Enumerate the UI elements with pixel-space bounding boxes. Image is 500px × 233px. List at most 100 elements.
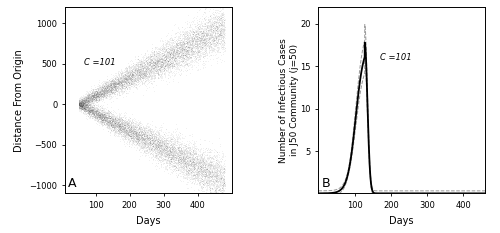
Point <box>144 132 152 135</box>
Point <box>142 89 150 92</box>
Point <box>176 40 184 44</box>
Point <box>214 22 222 26</box>
Point <box>201 34 209 38</box>
Point <box>218 173 226 177</box>
Point <box>103 83 111 87</box>
Point <box>97 93 105 97</box>
Point <box>93 95 101 98</box>
Point <box>133 137 141 140</box>
Point <box>154 139 162 143</box>
Point <box>147 65 155 69</box>
Point <box>116 122 124 125</box>
Point <box>200 157 208 161</box>
Point <box>78 107 86 111</box>
Point <box>201 173 209 177</box>
Point <box>200 31 208 34</box>
Point <box>190 162 198 165</box>
Point <box>174 160 182 163</box>
Point <box>140 72 148 75</box>
Point <box>192 160 200 164</box>
Point <box>182 156 190 160</box>
Point <box>111 121 119 125</box>
Point <box>118 124 126 128</box>
Point <box>144 79 152 82</box>
Point <box>146 71 154 75</box>
Point <box>198 162 206 166</box>
Point <box>204 46 212 50</box>
Point <box>155 158 163 162</box>
Point <box>77 102 85 106</box>
Point <box>136 133 144 137</box>
Point <box>183 68 191 72</box>
Point <box>91 90 99 94</box>
Point <box>80 106 88 110</box>
Point <box>220 40 228 43</box>
Point <box>110 117 118 121</box>
Point <box>154 143 162 147</box>
Point <box>128 134 136 137</box>
Point <box>170 63 177 66</box>
Point <box>82 103 90 106</box>
Point <box>76 104 84 107</box>
Point <box>208 191 216 195</box>
Point <box>203 170 211 174</box>
Point <box>130 57 138 61</box>
Point <box>104 122 112 126</box>
Point <box>77 103 85 107</box>
Point <box>138 73 145 77</box>
Point <box>194 169 202 173</box>
Point <box>144 57 152 61</box>
Point <box>100 86 108 90</box>
Point <box>80 102 88 105</box>
Point <box>186 40 194 43</box>
Point <box>182 54 190 58</box>
Point <box>205 37 213 41</box>
Point <box>94 94 102 98</box>
Point <box>90 106 98 110</box>
Point <box>104 123 112 127</box>
Point <box>99 117 107 121</box>
Point <box>180 39 188 43</box>
Point <box>133 131 141 135</box>
Point <box>132 63 140 67</box>
Point <box>188 37 196 41</box>
Point <box>91 96 99 99</box>
Point <box>116 126 124 130</box>
Point <box>170 151 178 154</box>
Point <box>173 50 181 54</box>
Point <box>104 84 112 88</box>
Point <box>190 172 198 176</box>
Point <box>78 100 86 103</box>
Point <box>170 168 178 171</box>
Point <box>176 142 184 146</box>
Point <box>184 144 192 147</box>
Point <box>192 26 200 30</box>
Point <box>78 104 86 107</box>
Point <box>122 65 130 69</box>
Point <box>204 17 212 21</box>
Point <box>102 84 110 88</box>
Point <box>91 90 99 94</box>
Point <box>204 158 212 162</box>
Point <box>108 124 116 128</box>
Point <box>182 51 190 55</box>
Point <box>176 41 184 45</box>
Point <box>198 171 206 174</box>
Point <box>118 121 126 125</box>
Point <box>119 75 127 79</box>
Point <box>184 38 192 41</box>
Point <box>128 140 136 144</box>
Point <box>216 176 224 180</box>
Point <box>209 190 217 194</box>
Point <box>84 93 92 97</box>
Point <box>94 115 102 119</box>
Point <box>94 91 102 95</box>
Point <box>132 67 140 71</box>
Point <box>80 109 88 113</box>
Point <box>206 171 214 175</box>
Point <box>194 33 202 36</box>
Point <box>78 104 86 107</box>
Point <box>142 136 150 139</box>
Point <box>127 133 135 136</box>
Point <box>188 164 196 168</box>
